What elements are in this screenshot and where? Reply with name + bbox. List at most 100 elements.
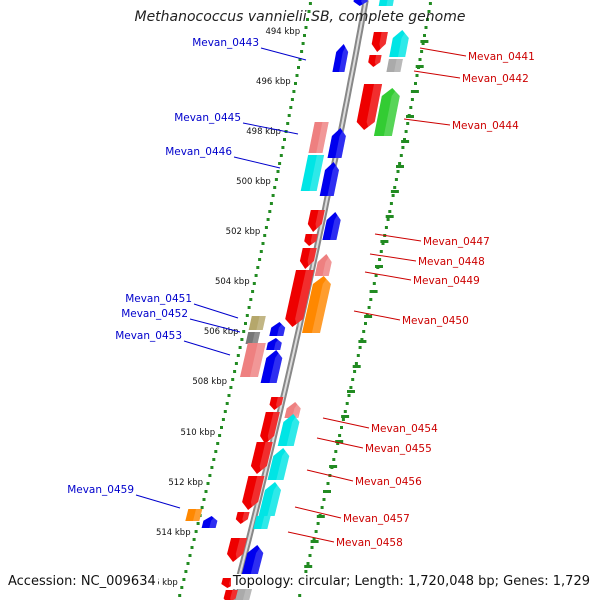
inner-ring-dot — [245, 314, 249, 317]
gene-label-forward[interactable]: Mevan_0448 — [418, 256, 485, 268]
outer-ring-dot — [354, 362, 358, 365]
gene-label-reverse[interactable]: Mevan_0443 — [192, 37, 259, 49]
outer-ring-dot — [420, 50, 424, 53]
gene-label-forward[interactable]: Mevan_0455 — [365, 443, 432, 455]
gene-label-forward[interactable]: Mevan_0457 — [343, 513, 410, 525]
gene-shading — [316, 122, 329, 153]
map-title: Methanococcus vannielii SB, complete gen… — [134, 9, 466, 25]
inner-ring-dot — [182, 578, 186, 581]
outer-ring-dot — [360, 338, 364, 341]
inner-ring-dot — [301, 42, 305, 45]
gene-shading — [383, 88, 400, 136]
inner-ring-dot — [244, 322, 247, 325]
gene-arrow-pink — [308, 122, 329, 153]
inner-ring-dot — [281, 146, 285, 149]
inner-ring-dot — [178, 594, 182, 597]
tick-label: 514 kbp — [156, 528, 191, 538]
outer-ring-dot — [403, 138, 406, 141]
outer-ring-dot — [401, 146, 405, 149]
outer-ring-dot — [369, 298, 373, 301]
gene-arrow-orange — [302, 276, 331, 333]
gene-label-reverse[interactable]: Mevan_0453 — [115, 330, 182, 342]
label-layer: Mevan_0441 Mevan_0442 Mevan_0444 Mevan_0447… — [67, 37, 535, 549]
gene-label-forward[interactable]: Mevan_0450 — [402, 315, 469, 327]
inner-ring-dot — [261, 242, 265, 245]
inner-ring-dot — [186, 562, 190, 565]
gene-shading — [242, 512, 250, 524]
inner-ring-dot — [256, 266, 260, 269]
gene-shading — [309, 155, 325, 191]
inner-ring-dot — [216, 442, 220, 445]
outer-ring-dot — [393, 186, 397, 189]
gene-arrow-blue — [332, 44, 349, 72]
inner-ring-dot — [227, 394, 231, 397]
outer-ring-tick — [335, 440, 344, 443]
inner-ring-dot — [258, 258, 262, 261]
inner-ring-dot — [229, 386, 233, 389]
inner-ring-dot — [303, 34, 306, 37]
label-leader-line — [193, 303, 239, 319]
inner-ring-dot — [206, 482, 210, 485]
gene-label-reverse[interactable]: Mevan_0445 — [174, 112, 241, 124]
outer-ring-dot — [391, 194, 395, 197]
inner-ring-dot — [268, 210, 272, 213]
label-leader-line — [233, 156, 281, 169]
gene-shading — [335, 128, 346, 158]
outer-ring-tick — [347, 390, 355, 393]
gene-label-reverse[interactable]: Mevan_0446 — [165, 146, 232, 158]
gene-label-reverse[interactable]: Mevan_0451 — [125, 293, 192, 305]
outer-ring-dot — [326, 482, 330, 485]
gene-shading — [261, 516, 271, 529]
gene-label-forward[interactable]: Mevan_0442 — [462, 73, 529, 85]
tick-label: 500 kbp — [236, 177, 271, 187]
gene-label-forward[interactable]: Mevan_0441 — [468, 51, 535, 63]
outer-ring-tick — [410, 90, 419, 93]
inner-ring-dot — [192, 538, 196, 541]
gene-shading — [311, 276, 331, 333]
inner-ring-dot — [278, 162, 282, 165]
inner-ring-dot — [266, 218, 270, 221]
outer-ring-dot — [353, 370, 357, 373]
inner-ring-dot — [188, 554, 192, 557]
outer-ring-tick — [304, 565, 313, 568]
inner-ring-dot — [286, 122, 290, 125]
inner-ring-dot — [279, 154, 283, 157]
outer-ring-dot — [345, 402, 349, 405]
tick-label: 502 kbp — [226, 227, 261, 237]
outer-ring-dot — [381, 242, 385, 245]
gene-label-forward[interactable]: Mevan_0444 — [452, 120, 519, 132]
outer-ring-dot — [372, 282, 376, 285]
gene-label-forward[interactable]: Mevan_0458 — [336, 537, 403, 549]
gene-arrow-pink — [284, 402, 301, 418]
outer-ring-dot — [398, 162, 402, 165]
label-leader-line — [403, 118, 451, 126]
inner-ring-dot — [306, 18, 309, 21]
inner-ring-dot — [220, 426, 223, 429]
inner-ring-dot — [231, 378, 235, 381]
gene-label-reverse[interactable]: Mevan_0459 — [67, 484, 134, 496]
outer-ring-dot — [367, 306, 371, 309]
gene-label-forward[interactable]: Mevan_0447 — [423, 236, 490, 248]
label-leader-line — [189, 318, 241, 333]
gene-label-forward[interactable]: Mevan_0454 — [371, 423, 438, 435]
inner-ring-dot — [292, 90, 296, 93]
gene-arrow-blue — [269, 322, 286, 336]
outer-ring-dot — [379, 250, 383, 253]
gene-label-forward[interactable]: Mevan_0456 — [355, 476, 422, 488]
label-leader-line — [260, 47, 307, 61]
outer-ring-dot — [306, 562, 310, 565]
inner-ring-dot — [190, 546, 194, 549]
inner-ring-dot — [259, 250, 263, 253]
gene-shading — [307, 248, 317, 269]
gene-label-reverse[interactable]: Mevan_0452 — [121, 308, 188, 320]
gene-arrow-blue — [322, 212, 341, 240]
gene-label-forward[interactable]: Mevan_0449 — [413, 275, 480, 287]
gene-arrow-cyan — [389, 30, 409, 57]
inner-ring-dot — [221, 418, 225, 421]
outer-ring-tick — [341, 415, 350, 418]
feature-layer — [185, 0, 409, 600]
outer-ring-tick — [316, 515, 325, 518]
outer-ring-tick — [401, 140, 410, 143]
inner-ring-dot — [276, 170, 280, 173]
gene-arrow-red — [307, 210, 325, 232]
